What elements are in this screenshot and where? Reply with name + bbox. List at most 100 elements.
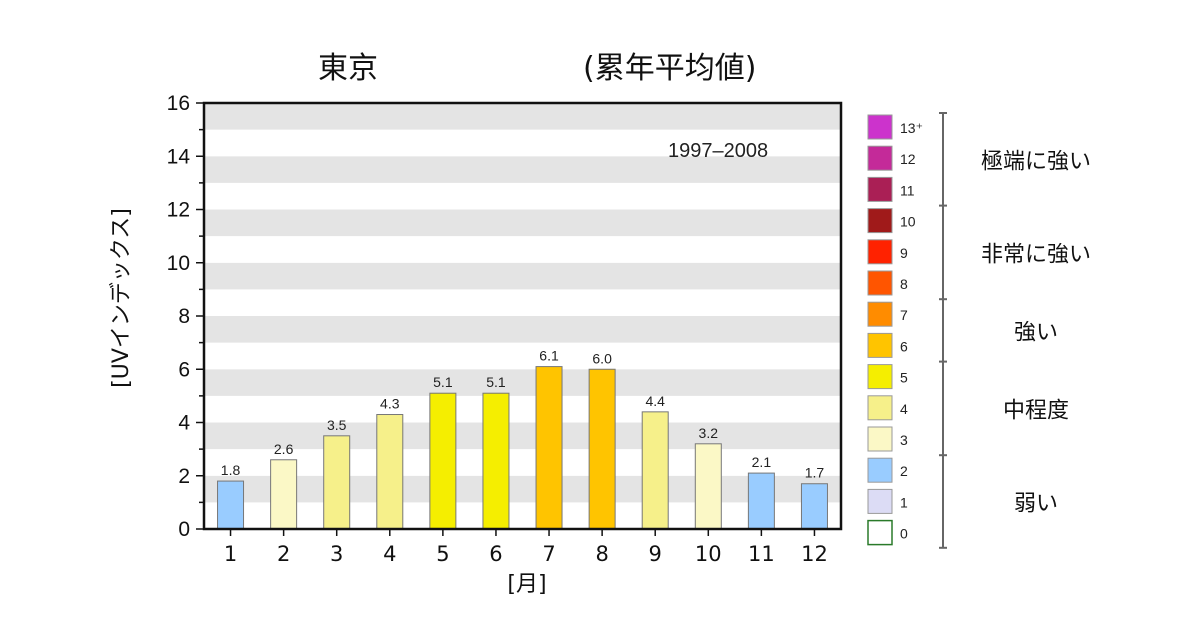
legend-level-label: 11 bbox=[900, 182, 915, 198]
bar-month-5 bbox=[429, 392, 457, 530]
legend-level-label: 7 bbox=[900, 307, 908, 323]
data-label: 5.1 bbox=[486, 374, 506, 390]
data-label: 1.8 bbox=[221, 462, 241, 478]
legend-level-label: 0 bbox=[900, 526, 908, 542]
x-tick-label: 3 bbox=[330, 542, 343, 566]
bar-month-3 bbox=[323, 435, 351, 530]
bar-month-10 bbox=[694, 443, 722, 530]
y-tick-label: 4 bbox=[178, 412, 190, 435]
data-label: 6.1 bbox=[539, 348, 559, 364]
grid-band bbox=[204, 289, 841, 316]
bar-month-2 bbox=[270, 459, 298, 530]
x-tick-label: 7 bbox=[542, 542, 555, 566]
x-tick-label: 8 bbox=[595, 542, 608, 566]
x-tick-label: 6 bbox=[489, 542, 502, 566]
legend-level-label: 4 bbox=[900, 401, 908, 417]
legend-swatch-10 bbox=[867, 426, 893, 452]
x-axis-title: [月] bbox=[507, 572, 546, 597]
legend-swatch-1 bbox=[867, 145, 893, 171]
bar-month-6 bbox=[482, 392, 510, 530]
data-label: 4.3 bbox=[380, 396, 400, 412]
x-tick-label: 12 bbox=[801, 542, 828, 566]
y-axis-title: [UVインデックス] bbox=[109, 208, 134, 388]
legend-level-label: 5 bbox=[900, 370, 908, 386]
grid-band bbox=[204, 475, 841, 503]
x-tick-label: 11 bbox=[748, 542, 775, 566]
legend-swatch-11 bbox=[867, 457, 893, 483]
period-label: 1997–2008 bbox=[668, 140, 768, 162]
x-tick-label: 1 bbox=[224, 542, 237, 566]
y-tick-label: 8 bbox=[178, 305, 190, 328]
grid-band bbox=[204, 342, 841, 370]
bar-month-7 bbox=[535, 366, 563, 530]
legend-group-label: 極端に強い bbox=[981, 149, 1091, 174]
legend-level-label: 13⁺ bbox=[900, 120, 923, 136]
bar-month-11 bbox=[747, 472, 775, 530]
y-tick-label: 10 bbox=[167, 252, 190, 275]
y-tick-label: 12 bbox=[167, 199, 190, 222]
legend-level-label: 1 bbox=[900, 494, 908, 510]
grid-band bbox=[204, 449, 841, 476]
legend-level-label: 3 bbox=[900, 432, 908, 448]
grid-band bbox=[204, 395, 841, 423]
grid-band bbox=[204, 316, 841, 343]
grid-band bbox=[204, 156, 841, 183]
grid-band bbox=[204, 182, 841, 210]
legend-level-label: 9 bbox=[900, 245, 908, 261]
legend-swatch-13 bbox=[867, 519, 893, 546]
y-tick-label: 2 bbox=[178, 465, 190, 488]
legend-swatch-8 bbox=[867, 364, 893, 390]
bar-month-12 bbox=[800, 483, 828, 530]
y-tick-label: 14 bbox=[167, 145, 191, 168]
legend-level-label: 2 bbox=[900, 463, 908, 479]
bar-month-4 bbox=[376, 414, 404, 530]
data-label: 4.4 bbox=[645, 393, 665, 409]
legend-swatch-5 bbox=[867, 270, 893, 296]
grid-band bbox=[204, 369, 841, 396]
grid-band bbox=[204, 129, 841, 157]
legend-level-label: 10 bbox=[900, 214, 916, 230]
data-label: 1.7 bbox=[805, 465, 825, 481]
data-label: 2.6 bbox=[274, 441, 294, 457]
legend-swatch-4 bbox=[867, 239, 893, 265]
x-tick-label: 10 bbox=[695, 542, 722, 566]
grid-band bbox=[204, 236, 841, 263]
bar-month-8 bbox=[588, 368, 616, 530]
x-tick-label: 4 bbox=[383, 542, 396, 566]
legend-level-label: 6 bbox=[900, 338, 908, 354]
legend-swatch-7 bbox=[867, 332, 893, 358]
legend-level-label: 8 bbox=[900, 276, 908, 292]
y-tick-label: 6 bbox=[178, 358, 190, 381]
legend-swatch-9 bbox=[867, 395, 893, 421]
data-label: 3.5 bbox=[327, 417, 347, 433]
x-tick-label: 5 bbox=[436, 542, 449, 566]
data-label: 2.1 bbox=[752, 454, 772, 470]
grid-band bbox=[204, 422, 841, 450]
legend-swatch-0 bbox=[867, 114, 893, 140]
legend-group-label: 弱い bbox=[1014, 492, 1058, 517]
legend-group-label: 非常に強い bbox=[981, 242, 1091, 267]
grid-band bbox=[204, 502, 841, 529]
bar-month-9 bbox=[641, 411, 669, 530]
grid-band bbox=[204, 209, 841, 237]
legend-swatch-6 bbox=[867, 301, 893, 327]
data-label: 3.2 bbox=[699, 425, 719, 441]
x-tick-label: 2 bbox=[277, 542, 290, 566]
legend-group-label: 中程度 bbox=[1003, 398, 1069, 423]
grid-band bbox=[204, 103, 841, 130]
legend-group-label: 強い bbox=[1014, 320, 1058, 345]
chart-subtitle: (累年平均値) bbox=[583, 51, 756, 86]
y-tick-label: 0 bbox=[178, 518, 190, 541]
data-label: 6.0 bbox=[592, 350, 612, 366]
bar-month-1 bbox=[217, 480, 245, 530]
legend-swatch-12 bbox=[867, 488, 893, 514]
grid-band bbox=[204, 262, 841, 290]
chart-title: 東京 bbox=[318, 51, 378, 86]
legend-swatch-2 bbox=[867, 176, 893, 202]
legend-level-label: 12 bbox=[900, 151, 916, 167]
legend-swatch-3 bbox=[867, 208, 893, 234]
x-tick-label: 9 bbox=[649, 542, 662, 566]
data-label: 5.1 bbox=[433, 374, 453, 390]
